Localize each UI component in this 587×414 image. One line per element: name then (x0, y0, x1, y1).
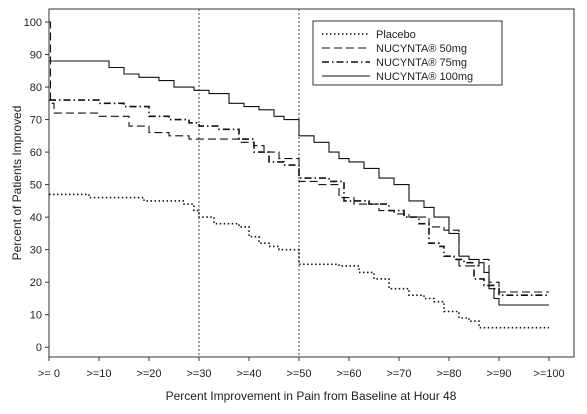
series-line (49, 60, 549, 306)
x-axis-ticks: >= 0 >=10 >=20 >=30 >=40 >=50 >=60 >=70 >=80 >=90… (38, 357, 565, 380)
y-tick-label: 20 (30, 277, 42, 289)
legend-box (312, 20, 503, 86)
series-line (49, 193, 549, 329)
x-tick-label: >=80 (436, 368, 461, 380)
y-tick-label: 80 (30, 82, 42, 94)
plot-area-frame (48, 8, 575, 358)
y-tick-label: 50 (30, 180, 42, 192)
x-tick-label: >=90 (486, 368, 511, 380)
legend-label: Placebo (376, 29, 416, 41)
series-line (49, 99, 549, 296)
x-tick-label: >=40 (236, 368, 261, 380)
y-tick-label: 100 (24, 17, 42, 29)
y-axis-title: Percent of Patients Improved (10, 106, 24, 261)
x-tick-label: >=30 (186, 368, 211, 380)
y-tick-label: 90 (30, 50, 42, 62)
x-tick-label: >=60 (336, 368, 361, 380)
x-tick-label: >=50 (286, 368, 311, 380)
legend-label: NUCYNTA® 100mg (376, 71, 473, 83)
y-tick-label: 30 (30, 245, 42, 257)
x-tick-label: >=70 (386, 368, 411, 380)
legend: Placebo NUCYNTA® 50mg NUCYNTA® 75mg NUCYNTA… (312, 20, 503, 86)
x-tick-label: >=10 (86, 368, 111, 380)
series-layer (49, 21, 549, 329)
x-tick-label: >=20 (136, 368, 161, 380)
legend-label: NUCYNTA® 50mg (376, 43, 467, 55)
y-tick-label: 70 (30, 115, 42, 127)
x-tick-label: >= 0 (38, 368, 60, 380)
y-axis-ticks: 0 10 20 30 40 50 60 70 80 90 100 (24, 17, 49, 354)
y-tick-label: 40 (30, 212, 42, 224)
legend-label: NUCYNTA® 75mg (376, 57, 467, 69)
reference-lines (198, 9, 300, 357)
y-tick-label: 60 (30, 147, 42, 159)
x-tick-label: >=100 (533, 368, 564, 380)
y-tick-label: 0 (36, 342, 42, 354)
y-tick-label: 10 (30, 310, 42, 322)
x-axis-title: Percent Improvement in Pain from Baselin… (166, 389, 457, 403)
